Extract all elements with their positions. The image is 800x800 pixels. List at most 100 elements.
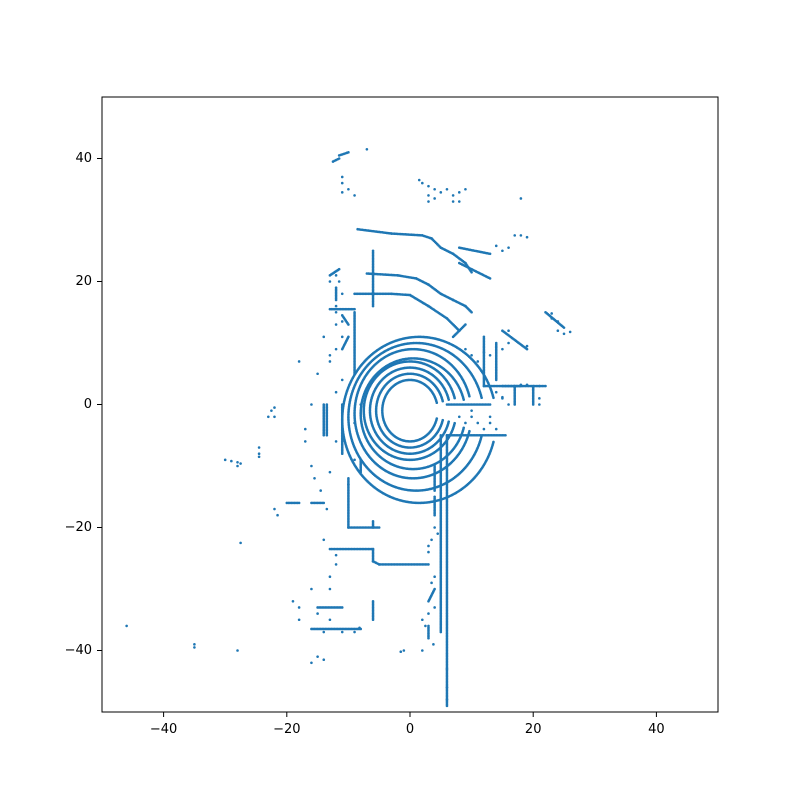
scatter-point — [322, 335, 326, 339]
scatter-point — [365, 147, 369, 151]
scatter-point — [359, 403, 363, 406]
scatter-point — [337, 280, 341, 283]
scatter-point — [488, 415, 492, 419]
scatter-point — [513, 234, 517, 237]
scatter-point — [504, 433, 507, 437]
scatter-point — [519, 234, 523, 237]
scatter-point — [439, 191, 443, 194]
scatter-point — [337, 267, 341, 271]
scatter-point — [353, 194, 356, 197]
scatter-point — [328, 280, 332, 283]
scatter-point — [507, 403, 510, 406]
scatter-point — [273, 406, 276, 409]
scatter-point — [430, 538, 433, 542]
scatter-point — [328, 575, 332, 578]
scatter-point — [291, 600, 295, 603]
scatter-point — [340, 606, 344, 609]
scatter-point — [501, 347, 504, 351]
scatter-point — [470, 354, 473, 357]
scatter-point — [340, 335, 344, 339]
scatter-point — [322, 501, 326, 505]
scatter-point — [538, 403, 541, 406]
x-axis: −40 −20 0 20 40 — [150, 712, 665, 737]
scatter-point — [347, 151, 350, 154]
scatter-point — [334, 347, 338, 351]
scatter-point — [470, 415, 473, 419]
scatter-point — [507, 341, 510, 345]
scatter-point — [488, 354, 492, 357]
x-tick-label: −20 — [273, 722, 300, 737]
scatter-point — [334, 563, 338, 566]
scatter-point — [464, 323, 467, 326]
scatter-point — [417, 178, 421, 182]
scatter-point — [337, 157, 341, 160]
scatter-point — [421, 649, 424, 652]
scatter-point — [433, 526, 436, 529]
scatter-point — [328, 360, 332, 363]
scatter-point — [433, 587, 436, 591]
scatter-point — [457, 200, 461, 203]
scatter-point — [267, 415, 270, 419]
scatter-point — [239, 541, 242, 545]
scatter-point — [340, 181, 344, 185]
scatter-point — [125, 624, 128, 628]
scatter-point — [464, 347, 467, 351]
scatter-point — [470, 270, 473, 274]
scatter-point — [297, 606, 301, 609]
scatter-point — [519, 197, 523, 200]
scatter-point — [358, 626, 361, 630]
scatter-point — [273, 415, 276, 419]
scatter-point — [297, 360, 301, 363]
scatter-point — [257, 455, 261, 459]
scatter-point — [507, 329, 510, 333]
scatter-point — [507, 246, 510, 249]
scatter-point — [433, 187, 436, 191]
scatter-point — [436, 532, 440, 535]
scatter-point — [273, 507, 276, 511]
x-tick-label: 40 — [648, 722, 665, 737]
scatter-point — [239, 462, 242, 465]
scatter-point — [492, 440, 495, 444]
scatter-point — [457, 191, 461, 194]
scatter-point — [328, 470, 332, 474]
scatter-point — [322, 403, 326, 406]
scatter-point — [433, 513, 436, 517]
scatter-point — [334, 323, 338, 326]
scatter-point — [464, 421, 467, 425]
scatter-point — [482, 427, 486, 431]
scatter-point — [353, 307, 356, 311]
scatter-point — [371, 520, 375, 523]
scatter-point — [270, 409, 273, 412]
scatter-point — [193, 643, 196, 646]
scatter-point — [538, 397, 541, 400]
scatter-point — [432, 643, 435, 646]
plot-area — [102, 97, 718, 712]
scatter-point — [568, 330, 572, 334]
scatter-point — [445, 667, 449, 671]
scatter-point — [402, 649, 406, 652]
scatter-point — [334, 440, 338, 443]
y-tick-label: 20 — [75, 274, 92, 289]
scatter-point — [501, 395, 504, 399]
scatter-point — [303, 440, 307, 443]
scatter-point — [513, 384, 517, 388]
scatter-point — [334, 304, 338, 308]
scatter-point — [328, 587, 332, 591]
scatter-point — [325, 507, 329, 511]
points-layer — [125, 147, 572, 708]
scatter-point — [334, 553, 338, 557]
scatter-point — [476, 360, 480, 363]
scatter-point — [457, 415, 461, 419]
scatter-point — [488, 421, 492, 425]
scatter-point — [193, 646, 196, 649]
scatter-point — [340, 292, 344, 296]
scatter-point — [445, 704, 449, 708]
scatter-point — [427, 612, 430, 615]
scatter-point — [435, 417, 439, 420]
scatter-point — [236, 649, 239, 652]
scatter-point — [340, 191, 344, 194]
scatter-point — [303, 427, 307, 431]
scatter-point — [340, 403, 344, 406]
scatter-point — [468, 429, 471, 433]
scatter-point — [550, 312, 553, 315]
